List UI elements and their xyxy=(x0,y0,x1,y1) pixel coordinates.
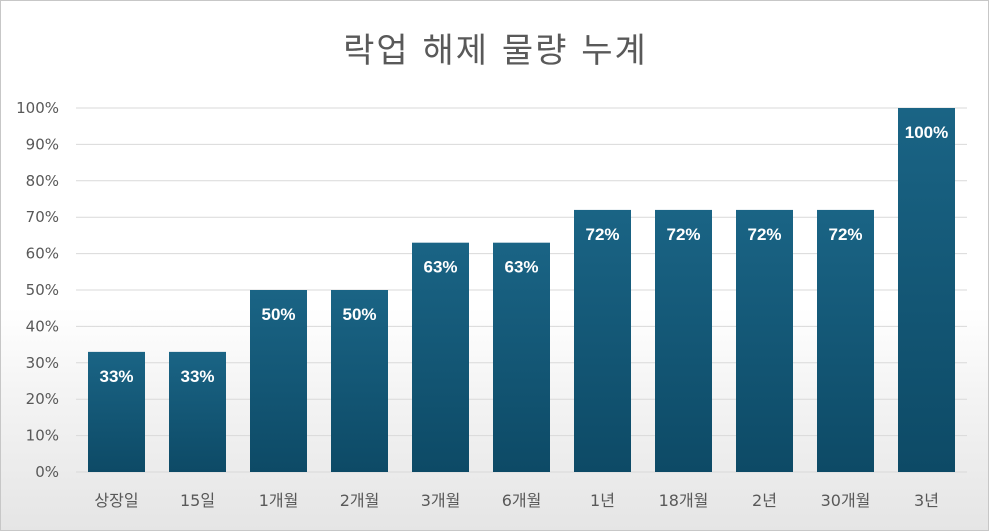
x-tick-label: 1개월 xyxy=(259,491,299,510)
data-labels: 33% 33% 50% 50% 63% 63% 72% 72% 72% 72% 100% xyxy=(99,123,948,386)
data-label: 33% xyxy=(99,367,133,386)
data-label: 50% xyxy=(342,305,376,324)
bar xyxy=(817,209,874,473)
data-label: 72% xyxy=(666,225,700,244)
data-label: 63% xyxy=(504,258,538,277)
bar xyxy=(493,242,550,472)
data-label: 100% xyxy=(905,123,948,142)
bar xyxy=(655,209,712,473)
x-axis-ticks: 상장일 15일 1개월 2개월 3개월 6개월 1년 18개월 2년 30개월 3년 xyxy=(94,491,939,510)
y-tick-label: 0% xyxy=(35,463,59,481)
bar xyxy=(574,209,631,473)
chart-title: 락업 해제 물량 누계 xyxy=(343,31,648,71)
bar xyxy=(250,290,307,472)
y-tick-label: 10% xyxy=(26,427,59,445)
bar xyxy=(898,108,955,472)
y-tick-label: 60% xyxy=(26,245,59,263)
bar xyxy=(736,209,793,473)
y-tick-label: 80% xyxy=(26,172,59,190)
x-tick-label: 15일 xyxy=(180,491,215,510)
data-label: 72% xyxy=(747,225,781,244)
data-label: 63% xyxy=(423,258,457,277)
x-tick-label: 6개월 xyxy=(502,491,542,510)
bar xyxy=(169,351,226,472)
y-axis-ticks: 0% 10% 20% 30% 40% 50% 60% 70% 80% 90% 100% xyxy=(16,99,59,481)
y-tick-label: 50% xyxy=(26,281,59,299)
x-tick-label: 2년 xyxy=(752,491,777,510)
x-tick-label: 1년 xyxy=(590,491,615,510)
x-tick-label: 상장일 xyxy=(94,491,138,510)
x-tick-label: 3년 xyxy=(914,491,939,510)
y-tick-label: 20% xyxy=(26,390,59,408)
bar xyxy=(331,290,388,472)
y-tick-label: 70% xyxy=(26,208,59,226)
x-tick-label: 3개월 xyxy=(421,491,461,510)
y-tick-label: 100% xyxy=(16,99,59,117)
data-label: 50% xyxy=(261,305,295,324)
data-label: 72% xyxy=(828,225,862,244)
bars xyxy=(88,108,955,473)
data-label: 33% xyxy=(180,367,214,386)
x-tick-label: 30개월 xyxy=(821,491,871,510)
x-tick-label: 18개월 xyxy=(659,491,709,510)
data-label: 72% xyxy=(585,225,619,244)
bar xyxy=(412,242,469,472)
y-tick-label: 90% xyxy=(26,135,59,153)
x-tick-label: 2개월 xyxy=(340,491,380,510)
bar xyxy=(88,351,145,472)
y-tick-label: 30% xyxy=(26,354,59,372)
y-tick-label: 40% xyxy=(26,317,59,335)
